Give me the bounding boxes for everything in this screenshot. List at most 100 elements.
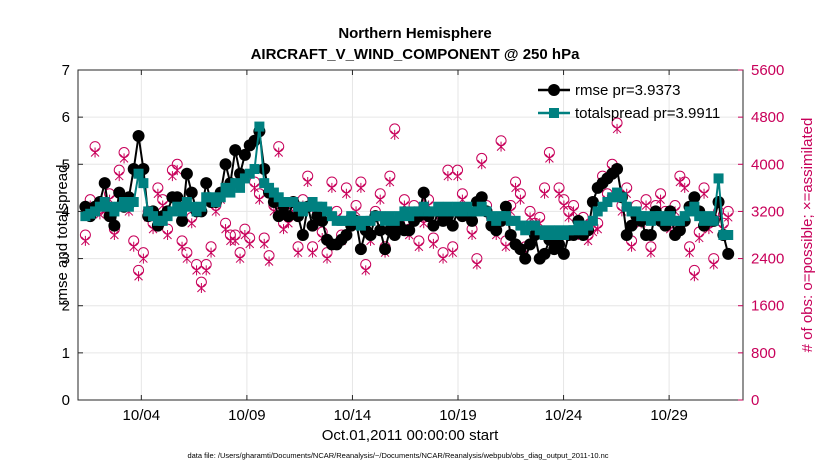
y2-tick-label: 4000 [751, 156, 784, 173]
rmse-point [108, 219, 121, 232]
y2-tick-label: 4800 [751, 109, 784, 126]
rmse-point [620, 229, 633, 241]
obs-assimilated-marker [612, 123, 622, 134]
totalspread-point [177, 206, 188, 217]
rmse-point [238, 148, 251, 161]
x-axis-ticks: 10/04 10/09 10/14 10/19 10/24 10/29 [123, 70, 688, 424]
rmse-point [499, 200, 512, 213]
totalspread-point [138, 178, 149, 189]
totalspread-point [225, 187, 236, 198]
rmse-point [490, 224, 503, 237]
y2-tick-label: 3200 [751, 203, 784, 220]
obs-assimilated-marker [274, 147, 284, 158]
obs-assimilated-marker [429, 238, 438, 249]
rmse-point [403, 224, 416, 237]
obs-assimilated-marker [279, 224, 288, 235]
totalspread-point [587, 215, 598, 226]
rmse-point [557, 247, 570, 260]
totalspread-point [196, 201, 207, 212]
rmse-point [340, 229, 353, 241]
obs-assimilated-marker [235, 253, 245, 264]
obs-assimilated-marker [110, 230, 119, 240]
obs-assimilated-marker [690, 271, 699, 282]
rmse-point [229, 144, 242, 157]
totalspread-point [128, 197, 139, 207]
obs-assimilated-marker [259, 238, 269, 249]
totalspread-point [215, 192, 226, 203]
obs-assimilated-marker [114, 171, 124, 182]
obs-assimilated-marker [699, 188, 709, 199]
legend-rmse-marker [548, 84, 560, 96]
obs-assimilated-marker [516, 194, 525, 205]
obs-assimilated-marker [680, 182, 690, 193]
obs-assimilated-marker [709, 259, 719, 270]
obs-assimilated-marker [564, 212, 574, 223]
y-tick-label: 0 [62, 392, 70, 409]
gridlines [78, 70, 743, 400]
rmse-point [200, 177, 213, 190]
rmse-point [538, 247, 551, 260]
x-tick-label: 10/24 [545, 407, 583, 424]
y2-tick-label: 800 [751, 345, 776, 362]
rmse-point [524, 238, 537, 251]
legend-rmse-label: rmse pr=3.9373 [575, 82, 680, 99]
rmse-point [514, 243, 527, 256]
y-tick-label: 1 [62, 345, 70, 362]
rmse-point [475, 191, 488, 204]
obs-assimilated-marker [627, 241, 636, 252]
rmse-point [504, 229, 517, 241]
obs-assimilated-marker [303, 176, 313, 187]
totalspread-point [616, 192, 627, 203]
chart-subtitle: AIRCRAFT_V_WIND_COMPONENT @ 250 hPa [251, 46, 581, 63]
obs-assimilated-marker [119, 153, 129, 164]
y2-tick-label: 1600 [751, 298, 784, 315]
rmse-point [625, 219, 638, 232]
obs-assimilated-marker [540, 188, 549, 199]
rmse-point [364, 229, 377, 241]
obs-assimilated-marker [211, 206, 221, 217]
chart-title: Northern Hemisphere [338, 25, 491, 42]
obs-assimilated-marker [356, 182, 366, 193]
x-axis-label: Oct.01,2011 00:00:00 start [322, 427, 499, 444]
rmse-point [611, 163, 624, 175]
rmse-point [185, 186, 198, 199]
rmse-point [374, 224, 387, 237]
y2-tick-label: 2400 [751, 251, 784, 268]
rmse-point [712, 196, 725, 208]
obs-assimilated-marker [443, 171, 453, 182]
obs-assimilated-marker [293, 247, 303, 258]
obs-assimilated-marker [129, 241, 139, 252]
totalspread-point [708, 215, 719, 226]
legend: rmse pr=3.9373 totalspread pr=3.9911 [538, 82, 720, 122]
obs-assimilated-marker [390, 129, 400, 140]
obs-assimilated-marker [641, 200, 651, 211]
rmse-point [644, 229, 657, 241]
y-tick-label: 3 [62, 251, 70, 268]
obs-assimilated-marker [192, 265, 201, 276]
rmse-point [258, 163, 271, 175]
rmse-point [316, 214, 329, 227]
legend-spread-marker [549, 108, 559, 118]
obs-assimilated-marker [723, 212, 733, 223]
obs-assimilated-marker [361, 265, 371, 276]
rmse-point [272, 210, 285, 223]
rmse-point [379, 243, 392, 256]
obs-assimilated-marker [172, 165, 182, 176]
legend-spread-label: totalspread pr=3.9911 [575, 105, 720, 122]
obs-assimilated-marker [264, 256, 274, 267]
rmse-point [673, 224, 686, 237]
obs-assimilated-marker [414, 241, 424, 252]
obs-assimilated-marker [569, 206, 578, 217]
y-tick-label: 6 [62, 109, 70, 126]
rmse-point [132, 130, 145, 142]
y-tick-label: 5 [62, 156, 70, 173]
obs-assimilated-marker [501, 241, 511, 252]
obs-assimilated-marker [168, 171, 177, 182]
rmse-point [586, 196, 599, 208]
x-tick-label: 10/19 [439, 407, 477, 424]
y2-tick-label: 5600 [751, 62, 784, 79]
obs-assimilated-marker [139, 253, 148, 264]
obs-assimilated-marker [230, 235, 240, 246]
y2-axis-label: # of obs: o=possible; ×=assimilated [799, 118, 816, 353]
rmse-point [180, 167, 193, 180]
